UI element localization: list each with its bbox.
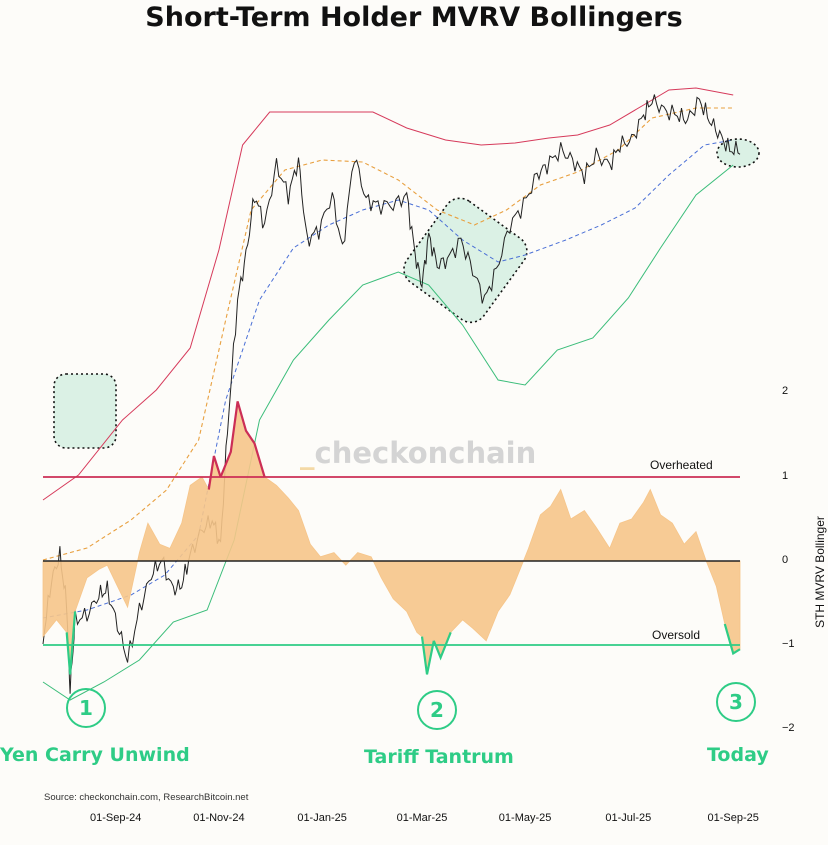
oscillator-panel: [42, 401, 741, 675]
series-lower-band: [42, 164, 734, 701]
x-tick-label: 01-Nov-24: [193, 812, 245, 824]
x-tick-label: 01-May-25: [498, 812, 552, 824]
price-panel: [42, 87, 741, 701]
y-axis-label: STH MVRV Bollinger Oscillator: [813, 516, 828, 628]
event-label-yen-carry: Yen Carry Unwind: [0, 744, 190, 766]
x-tick-label: 01-Jan-25: [297, 812, 347, 824]
event-label-tariff: Tariff Tantrum: [364, 746, 514, 768]
threshold-label-overheated: Overheated: [650, 458, 713, 472]
y-tick-label: 1: [782, 470, 789, 482]
event-marker-2: 2: [417, 690, 457, 730]
highlight-yen-carry: [53, 373, 117, 449]
y-tick-label: 2: [782, 385, 789, 397]
oversold-excursion: [65, 611, 77, 675]
source-note: Source: checkonchain.com, ResearchBitcoi…: [44, 792, 249, 803]
x-tick-label: 01-Sep-25: [707, 812, 759, 824]
y-tick-label: −2: [782, 722, 795, 734]
x-tick-label: 01-Mar-25: [396, 812, 448, 824]
oversold-excursion: [420, 636, 435, 675]
x-tick-label: 01-Sep-24: [90, 812, 142, 824]
series-middle-band: [42, 107, 734, 561]
watermark: _checkonchain: [300, 436, 537, 470]
overheated-excursion: [207, 455, 222, 490]
overheated-excursion: [219, 401, 266, 478]
event-label-today: Today: [707, 744, 769, 766]
chart-title: Short-Term Holder MVRV Bollingers: [145, 2, 683, 33]
series-price: [42, 94, 741, 694]
threshold-label-oversold: Oversold: [652, 628, 701, 642]
y-tick-label: −1: [782, 638, 795, 650]
event-marker-1: 1: [66, 688, 106, 728]
y-tick-label: 0: [782, 554, 789, 566]
series-upper-band: [42, 87, 734, 501]
oversold-excursion: [723, 623, 741, 656]
oversold-excursion: [432, 631, 452, 661]
event-marker-3: 3: [716, 682, 756, 722]
x-tick-label: 01-Jul-25: [605, 812, 652, 824]
highlight-regions: [53, 138, 760, 449]
